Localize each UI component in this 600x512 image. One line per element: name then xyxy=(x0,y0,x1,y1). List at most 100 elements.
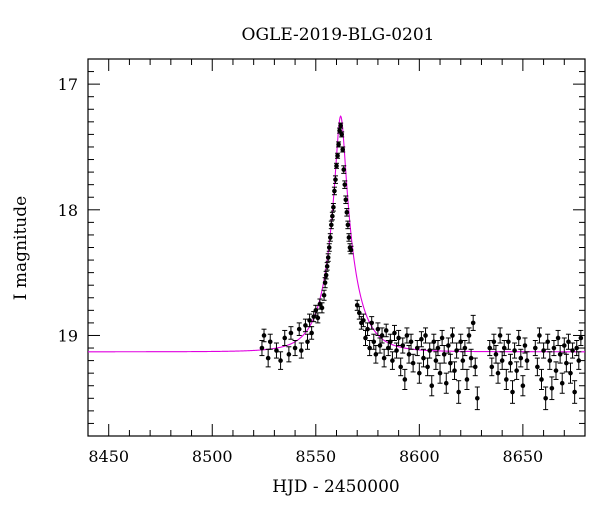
data-point xyxy=(379,327,385,344)
data-marker xyxy=(296,326,302,332)
data-marker xyxy=(446,343,451,348)
data-marker xyxy=(437,370,443,376)
data-marker xyxy=(410,360,416,366)
data-marker xyxy=(330,213,335,219)
data-point xyxy=(261,328,267,343)
data-marker xyxy=(406,352,412,357)
data-marker xyxy=(392,330,397,336)
data-marker xyxy=(466,333,472,338)
data-marker xyxy=(388,339,393,345)
data-marker xyxy=(516,335,522,341)
data-marker xyxy=(419,336,424,342)
data-marker xyxy=(448,360,453,366)
data-marker xyxy=(425,364,430,370)
data-point xyxy=(321,289,327,301)
plot-frame xyxy=(87,58,586,437)
data-point xyxy=(288,326,294,340)
model-curve xyxy=(88,115,585,353)
data-point xyxy=(447,353,453,373)
data-marker xyxy=(439,335,445,341)
data-point xyxy=(360,313,366,328)
data-marker xyxy=(361,318,366,323)
data-point xyxy=(516,329,522,347)
data-point xyxy=(335,152,341,159)
data-marker xyxy=(313,308,319,313)
data-marker xyxy=(541,348,546,353)
data-point xyxy=(328,220,334,230)
data-marker xyxy=(340,147,346,152)
model-curve-layer xyxy=(88,115,585,353)
data-marker xyxy=(298,348,304,353)
data-point xyxy=(339,131,345,138)
data-marker xyxy=(429,383,435,389)
data-point xyxy=(547,351,553,370)
data-point xyxy=(576,351,582,370)
data-point xyxy=(367,339,373,357)
data-point xyxy=(443,372,449,394)
data-marker xyxy=(472,364,478,370)
data-point xyxy=(296,322,302,336)
data-marker xyxy=(321,292,327,298)
data-marker xyxy=(545,339,551,345)
y-tick-label: 18 xyxy=(58,201,78,220)
data-point xyxy=(414,339,420,357)
data-marker xyxy=(369,320,375,326)
data-marker xyxy=(326,245,332,250)
data-point xyxy=(402,368,408,391)
data-point xyxy=(305,333,311,350)
data-point xyxy=(555,329,561,347)
data-marker xyxy=(341,167,347,172)
data-point xyxy=(572,380,578,404)
data-marker xyxy=(506,339,511,345)
data-marker xyxy=(371,339,377,345)
data-point xyxy=(545,333,551,350)
x-axis-label: HJD - 2450000 xyxy=(272,477,400,497)
data-marker xyxy=(417,370,422,376)
y-tick-label: 19 xyxy=(58,326,78,345)
data-marker xyxy=(435,345,441,351)
data-marker xyxy=(333,177,338,182)
data-marker xyxy=(394,348,399,353)
data-marker xyxy=(343,197,349,203)
data-marker xyxy=(335,153,340,159)
data-point xyxy=(543,386,549,411)
data-point xyxy=(510,380,516,404)
data-point xyxy=(329,211,335,221)
data-marker xyxy=(356,310,362,316)
data-marker xyxy=(261,333,267,338)
data-marker xyxy=(305,339,310,345)
data-point xyxy=(420,348,426,368)
data-point xyxy=(346,233,352,242)
data-point xyxy=(472,357,478,377)
data-marker xyxy=(404,333,410,338)
data-point xyxy=(324,262,330,271)
data-point xyxy=(341,165,347,174)
data-marker xyxy=(377,343,383,348)
data-marker xyxy=(510,389,515,395)
data-marker xyxy=(566,339,571,345)
data-point xyxy=(282,329,288,347)
axis-ticks xyxy=(87,58,586,437)
data-marker xyxy=(557,352,563,357)
data-point xyxy=(400,337,406,354)
data-point xyxy=(549,376,555,401)
data-point xyxy=(331,186,337,196)
data-point xyxy=(497,327,503,344)
data-marker xyxy=(576,358,582,363)
data-point xyxy=(340,146,346,153)
data-marker xyxy=(559,380,565,386)
data-marker xyxy=(324,264,330,269)
data-marker xyxy=(568,370,573,376)
data-marker xyxy=(522,343,528,348)
data-point xyxy=(307,313,313,328)
data-point xyxy=(470,314,476,331)
data-marker xyxy=(555,335,561,341)
x-tick-label: 8450 xyxy=(88,447,129,466)
data-marker xyxy=(402,377,408,382)
data-point xyxy=(391,324,397,341)
data-point xyxy=(557,345,563,364)
data-point xyxy=(574,339,580,357)
data-point xyxy=(565,333,571,350)
data-marker xyxy=(329,222,334,228)
data-marker xyxy=(535,364,540,370)
